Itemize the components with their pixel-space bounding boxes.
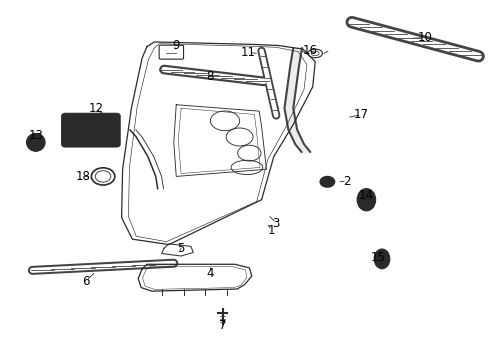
Text: 3: 3 [272,216,279,230]
Polygon shape [287,65,299,87]
Ellipse shape [320,176,334,187]
Text: 7: 7 [218,319,226,332]
Polygon shape [284,108,297,130]
Ellipse shape [26,134,45,151]
Text: 12: 12 [88,103,103,116]
Polygon shape [287,65,299,87]
FancyBboxPatch shape [61,113,120,147]
Polygon shape [284,87,296,108]
Text: 14: 14 [358,189,373,202]
Text: 2: 2 [343,175,350,188]
Text: 18: 18 [75,170,90,183]
Text: 11: 11 [241,46,255,59]
Ellipse shape [325,180,329,183]
Polygon shape [290,48,302,65]
Text: 4: 4 [206,267,214,280]
Text: 10: 10 [417,31,431,44]
Polygon shape [295,144,310,152]
Polygon shape [288,130,304,144]
Text: 8: 8 [206,69,214,82]
Text: 6: 6 [82,275,90,288]
Text: 5: 5 [177,242,184,255]
Ellipse shape [373,249,389,269]
Text: 15: 15 [370,251,385,264]
Text: 17: 17 [353,108,368,121]
Text: 9: 9 [172,39,180,52]
Polygon shape [284,108,297,130]
Ellipse shape [356,189,375,211]
Polygon shape [288,130,304,144]
Polygon shape [284,87,296,108]
Text: 1: 1 [267,224,275,237]
Text: 13: 13 [29,129,43,142]
Polygon shape [290,48,302,65]
Polygon shape [295,144,310,152]
Text: 16: 16 [302,44,317,57]
